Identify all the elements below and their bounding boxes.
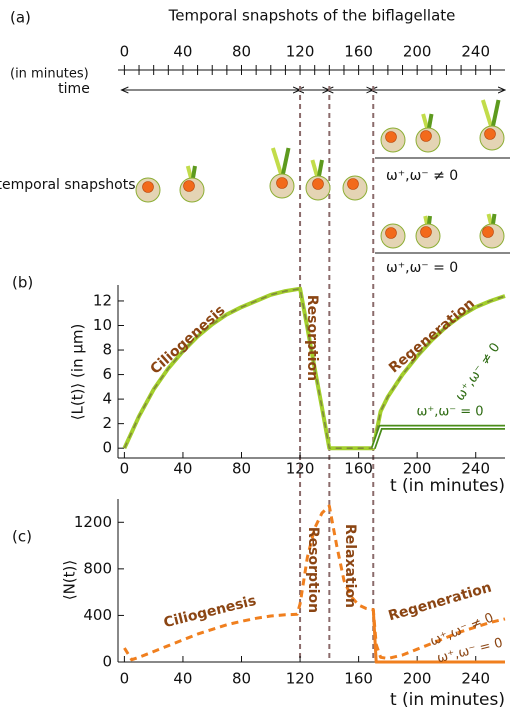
y-tick-label: 8 xyxy=(102,341,112,359)
annotation: Resorption xyxy=(304,295,320,381)
case-label: ω⁺,ω⁻ ≠ 0 xyxy=(386,168,458,184)
x-tick-label: 40 xyxy=(173,460,192,478)
annotation: Resorption xyxy=(305,527,321,613)
y-axis-label: ⟨L(t)⟩ (in μm) xyxy=(69,324,87,421)
y-tick-label: 400 xyxy=(83,606,112,624)
flagellum xyxy=(421,113,429,129)
x-tick-label: 160 xyxy=(344,460,373,478)
nucleus xyxy=(484,128,496,140)
annotation: Ciliogenesis xyxy=(162,593,258,631)
x-tick-label: 80 xyxy=(232,670,251,688)
panel-label: (c) xyxy=(12,528,32,546)
annotation: Ciliogenesis xyxy=(147,302,228,377)
series-label: ω⁺,ω⁻ ≠ 0 xyxy=(453,340,504,404)
flagellum xyxy=(427,215,432,225)
snapshot-label-text: temporal snapshots xyxy=(0,177,136,193)
flagellum xyxy=(491,99,501,127)
nucleus xyxy=(385,227,397,239)
nucleus xyxy=(420,130,432,142)
panel-label: (b) xyxy=(12,274,33,292)
x-tick-label: 200 xyxy=(403,670,432,688)
annotation: Relaxation xyxy=(342,524,358,608)
tick-label: 160 xyxy=(344,43,373,61)
y-tick-label: 12 xyxy=(93,291,112,309)
flagellum xyxy=(270,147,283,175)
y-tick-label: 10 xyxy=(93,316,112,334)
x-tick-label: 0 xyxy=(120,460,130,478)
nucleus xyxy=(312,178,324,190)
x-tick-label: 120 xyxy=(286,670,315,688)
flagellum xyxy=(191,165,197,179)
nucleus xyxy=(482,226,494,238)
x-tick-label: 200 xyxy=(403,460,432,478)
y-tick-label: 0 xyxy=(102,653,112,671)
y-tick-label: 4 xyxy=(102,390,112,408)
axis-label: time xyxy=(58,81,90,97)
tick-label: 0 xyxy=(120,43,130,61)
series-line xyxy=(370,424,505,450)
series-label: ω⁺,ω⁻ = 0 xyxy=(416,405,483,420)
series-line-dash xyxy=(123,287,506,449)
x-tick-label: 160 xyxy=(344,670,373,688)
x-tick-label: 120 xyxy=(286,460,315,478)
x-axis-label: t (in minutes) xyxy=(390,476,505,496)
flagellum xyxy=(185,165,193,179)
flagellum xyxy=(423,215,429,225)
case-label: ω⁺,ω⁻ = 0 xyxy=(386,260,458,276)
panel-label: (a) xyxy=(10,9,31,27)
x-tick-label: 0 xyxy=(120,670,130,688)
flagellum xyxy=(491,213,497,225)
nucleus xyxy=(142,181,154,193)
x-tick-label: 80 xyxy=(232,460,251,478)
x-tick-label: 240 xyxy=(461,460,490,478)
y-tick-label: 0 xyxy=(102,439,112,457)
tick-label: 200 xyxy=(403,43,432,61)
flagellum xyxy=(480,99,493,127)
nucleus xyxy=(347,178,359,190)
flagellum xyxy=(427,113,434,129)
y-tick-label: 2 xyxy=(102,414,112,432)
tick-label: 80 xyxy=(232,43,251,61)
x-tick-label: 40 xyxy=(173,670,192,688)
nucleus xyxy=(276,177,288,189)
nucleus xyxy=(385,131,397,143)
nucleus xyxy=(183,180,195,192)
title: Temporal snapshots of the biflagellate xyxy=(168,7,456,25)
nucleus xyxy=(420,226,432,238)
snapshot-label: temporal snapshots xyxy=(0,177,136,193)
y-tick-label: 6 xyxy=(102,365,112,383)
flagellum xyxy=(486,213,493,225)
y-tick-label: 800 xyxy=(83,559,112,577)
unit-label: (in minutes) xyxy=(10,67,89,82)
tick-label: 120 xyxy=(286,43,315,61)
series-line-inner xyxy=(372,426,505,449)
series-line xyxy=(371,609,505,664)
tick-label: 240 xyxy=(461,43,490,61)
flagellum xyxy=(310,159,319,177)
x-axis-label: t (in minutes) xyxy=(390,690,505,710)
flagellum xyxy=(317,159,324,177)
y-tick-label: 1200 xyxy=(74,513,112,531)
flagellum xyxy=(281,147,291,175)
tick-label: 40 xyxy=(173,43,192,61)
y-axis-label: ⟨N(t)⟩ xyxy=(61,560,79,601)
x-tick-label: 240 xyxy=(461,670,490,688)
annotation: Regeneration xyxy=(386,296,478,377)
